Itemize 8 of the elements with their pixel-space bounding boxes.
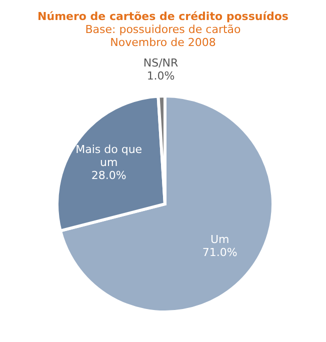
data-label: 71.0%: [202, 246, 238, 260]
chart-title: Número de cartões de crédito possuídos: [36, 10, 290, 23]
data-label: 28.0%: [91, 169, 126, 182]
slice-label: Um: [210, 233, 230, 246]
slice-label: NS/NR: [143, 56, 179, 70]
slice-label: Mais do que um: [76, 143, 142, 170]
data-label: 1.0%: [146, 70, 175, 83]
chart-subtitle: Base: possuidores de cartão Novembro de 2008: [84, 23, 242, 49]
